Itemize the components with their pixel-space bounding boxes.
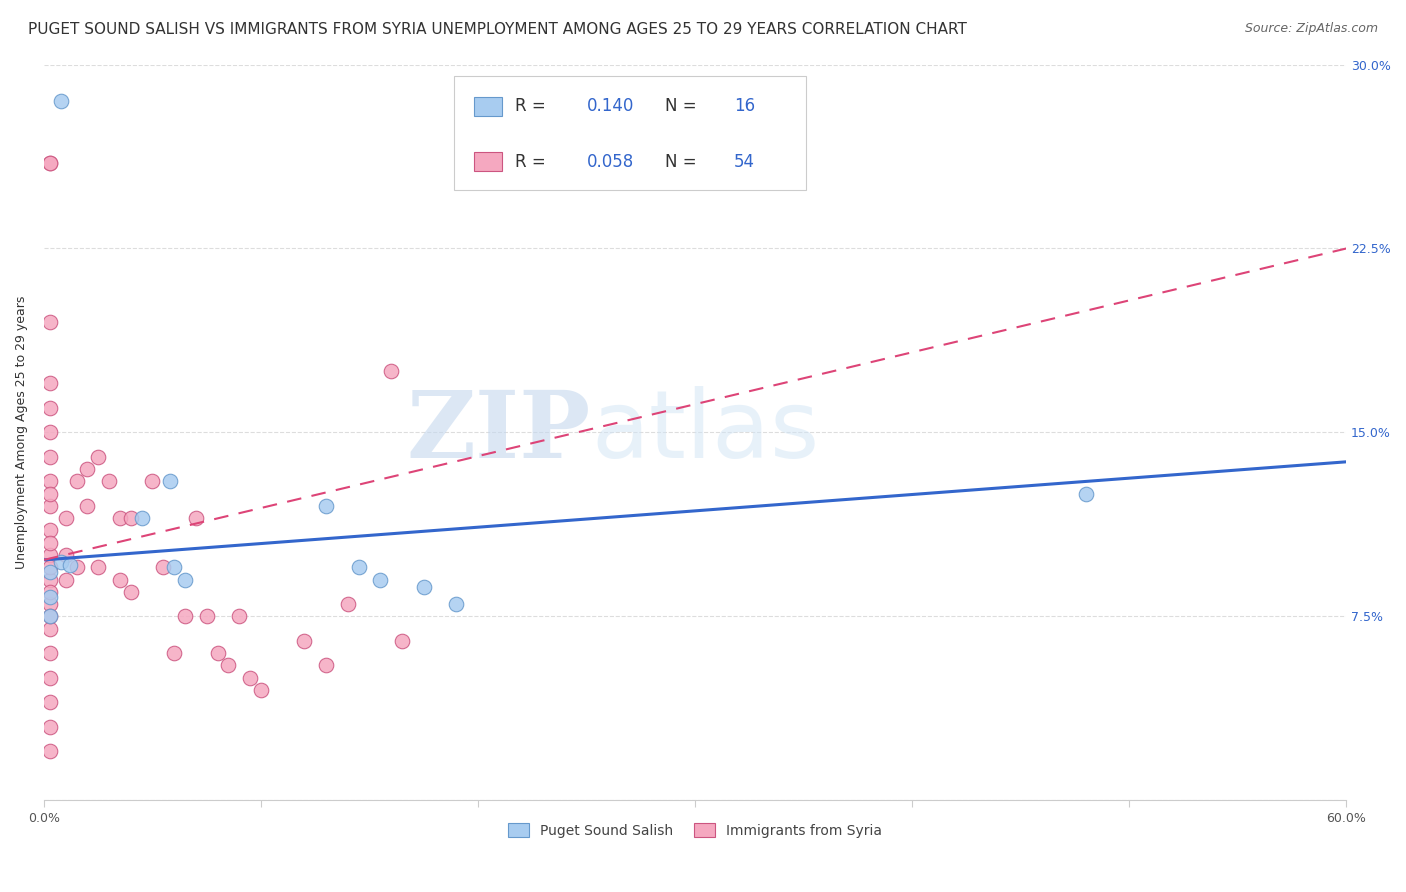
Point <box>174 573 197 587</box>
Point <box>184 511 207 525</box>
Point <box>152 560 174 574</box>
Point <box>55 511 77 525</box>
Point <box>391 633 413 648</box>
Point <box>39 671 62 685</box>
Point <box>250 682 273 697</box>
Point <box>39 155 62 169</box>
Point <box>51 555 73 569</box>
Point <box>174 609 197 624</box>
Point <box>39 597 62 611</box>
Point <box>446 597 468 611</box>
Point <box>1074 486 1097 500</box>
Point <box>39 646 62 660</box>
Point <box>39 376 62 391</box>
Point <box>108 573 131 587</box>
Text: N =: N = <box>665 97 702 115</box>
Point <box>51 95 73 109</box>
Point <box>87 450 110 464</box>
Point <box>380 364 402 378</box>
Point <box>39 155 62 169</box>
Point <box>217 658 239 673</box>
Point <box>412 580 434 594</box>
Point <box>59 558 82 572</box>
Point <box>39 720 62 734</box>
Point <box>163 646 186 660</box>
Point <box>228 609 250 624</box>
Point <box>39 565 62 579</box>
FancyBboxPatch shape <box>474 96 502 116</box>
Legend: Puget Sound Salish, Immigrants from Syria: Puget Sound Salish, Immigrants from Syri… <box>502 816 889 845</box>
Point <box>39 695 62 709</box>
Point <box>163 560 186 574</box>
Text: R =: R = <box>516 97 551 115</box>
Point <box>39 475 62 489</box>
Point <box>39 622 62 636</box>
Text: N =: N = <box>665 153 702 170</box>
Point <box>108 511 131 525</box>
Point <box>87 560 110 574</box>
Point <box>39 486 62 500</box>
Point <box>131 511 153 525</box>
Point <box>98 475 121 489</box>
Point <box>39 560 62 574</box>
Point <box>195 609 218 624</box>
Text: 16: 16 <box>734 97 755 115</box>
Point <box>39 535 62 549</box>
Point <box>39 609 62 624</box>
Point <box>39 499 62 513</box>
Point <box>55 573 77 587</box>
Point <box>76 462 98 476</box>
Point <box>55 548 77 562</box>
Point <box>39 744 62 758</box>
FancyBboxPatch shape <box>454 76 806 190</box>
Text: 0.058: 0.058 <box>588 153 634 170</box>
Text: 0.140: 0.140 <box>588 97 634 115</box>
FancyBboxPatch shape <box>474 152 502 171</box>
Point <box>141 475 163 489</box>
Text: 54: 54 <box>734 153 755 170</box>
Point <box>315 658 337 673</box>
Point <box>65 560 87 574</box>
Point <box>294 633 316 648</box>
Point <box>39 401 62 415</box>
Y-axis label: Unemployment Among Ages 25 to 29 years: Unemployment Among Ages 25 to 29 years <box>15 296 28 569</box>
Text: ZIP: ZIP <box>406 387 591 477</box>
Text: Source: ZipAtlas.com: Source: ZipAtlas.com <box>1244 22 1378 36</box>
Point <box>39 573 62 587</box>
Text: R =: R = <box>516 153 551 170</box>
Point <box>76 499 98 513</box>
Point <box>336 597 359 611</box>
Point <box>39 524 62 538</box>
Text: atlas: atlas <box>591 386 820 478</box>
Point <box>39 584 62 599</box>
Point <box>39 609 62 624</box>
Point <box>39 315 62 329</box>
Point <box>370 573 392 587</box>
Point <box>39 590 62 604</box>
Point <box>39 450 62 464</box>
Point <box>39 548 62 562</box>
Point <box>120 511 142 525</box>
Point <box>65 475 87 489</box>
Point <box>120 584 142 599</box>
Point <box>207 646 229 660</box>
Point <box>315 499 337 513</box>
Point <box>347 560 370 574</box>
Point <box>39 425 62 440</box>
Point <box>159 475 181 489</box>
Point <box>239 671 262 685</box>
Text: PUGET SOUND SALISH VS IMMIGRANTS FROM SYRIA UNEMPLOYMENT AMONG AGES 25 TO 29 YEA: PUGET SOUND SALISH VS IMMIGRANTS FROM SY… <box>28 22 967 37</box>
